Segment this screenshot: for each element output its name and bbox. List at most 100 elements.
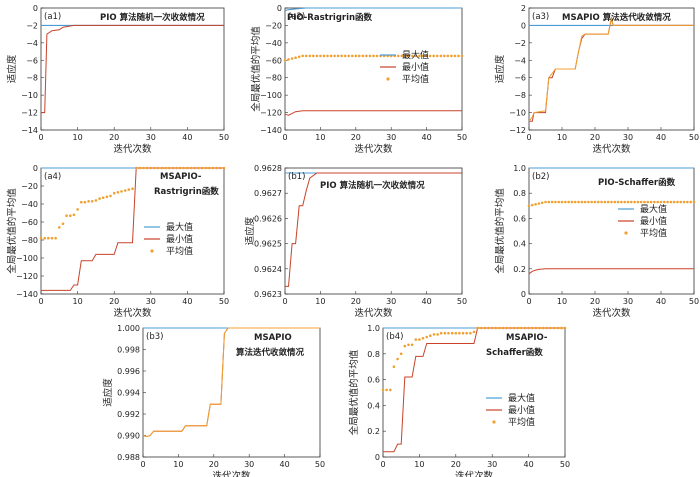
series-point-avg — [193, 166, 196, 170]
x-tick-label: 30 — [244, 460, 254, 469]
series-point-avg — [381, 388, 385, 392]
y-axis-label: 全局最优值的平均值 — [250, 26, 262, 112]
series-point-avg — [385, 388, 388, 392]
legend-swatch-avg — [624, 231, 628, 235]
y-tick-label: −10 — [509, 109, 526, 118]
chart-panel-5: 0 10 20 30 40 50 0.9623 0.9624 0.9625 0.9626 0.962… — [244, 164, 467, 319]
series-point-avg — [439, 54, 443, 58]
series-point-avg — [326, 54, 329, 58]
legend-label-min: 最小值 — [640, 215, 667, 227]
y-tick-label: −6 — [26, 56, 38, 65]
series-point-avg — [520, 326, 523, 330]
x-tick-label: 20 — [590, 133, 600, 142]
series-point-avg — [653, 200, 656, 204]
y-tick-label: −2 — [26, 21, 38, 30]
series-point-avg — [131, 187, 134, 190]
series-point-avg — [120, 190, 123, 193]
series-point-avg — [358, 54, 361, 58]
series-point-avg — [127, 188, 131, 191]
series-point-avg — [43, 236, 46, 240]
series-point-avg — [297, 55, 301, 59]
y-tick-label: 0.988 — [117, 453, 140, 462]
series-point-avg — [570, 200, 574, 204]
y-tick-label: −2 — [514, 39, 526, 48]
series-point-avg — [410, 343, 414, 347]
series-point-avg — [616, 200, 620, 204]
x-tick-label: 10 — [315, 133, 325, 142]
panel-tag: (a3) — [532, 12, 549, 22]
y-tick-label: 0.998 — [117, 346, 140, 355]
x-tick-label: 50 — [219, 297, 229, 306]
x-tick-label: 40 — [182, 297, 192, 306]
x-tick-label: 10 — [315, 297, 325, 306]
series-point-avg — [354, 54, 358, 58]
x-tick-label: 30 — [623, 133, 633, 142]
y-tick-label: 0.990 — [117, 432, 140, 441]
series-point-avg — [447, 331, 450, 335]
series-point-avg — [461, 331, 465, 335]
y-tick-label: −4 — [26, 39, 38, 48]
x-tick-label: 0 — [38, 297, 43, 306]
series-point-avg — [563, 326, 567, 330]
series-point-avg — [564, 200, 567, 204]
x-tick-label: 20 — [351, 133, 361, 142]
series-point-avg — [450, 54, 453, 58]
series-point-avg — [666, 200, 669, 204]
series-point-avg — [498, 326, 501, 330]
series-point-avg — [171, 166, 175, 170]
series-point-avg — [400, 54, 404, 58]
series-point-avg — [149, 166, 153, 170]
panel-title: PIO-Schaffer函数 — [598, 177, 676, 188]
legend-label-avg: 平均值 — [640, 227, 667, 239]
series-point-avg — [483, 326, 487, 330]
series-point-avg — [556, 326, 559, 330]
series-point-avg — [646, 200, 650, 204]
series-point-avg — [361, 54, 365, 58]
legend-label-min: 最小值 — [508, 404, 535, 416]
series-point-avg — [432, 333, 436, 336]
series-line-min — [528, 268, 694, 275]
y-tick-label: −20 — [21, 182, 38, 191]
panel-title: PIO-Rastrigrin函数 — [287, 12, 373, 23]
series-point-avg — [676, 200, 679, 204]
series-point-avg — [544, 200, 547, 204]
y-tick-label: 1.000 — [117, 324, 140, 333]
series-point-avg — [329, 54, 333, 58]
panel-title-line2: Schaffer函数 — [486, 347, 543, 358]
series-point-avg — [54, 236, 57, 240]
series-point-avg — [153, 166, 156, 170]
x-tick-label: 40 — [422, 297, 432, 306]
series-line-avg — [142, 327, 320, 438]
y-tick-label: 1.0 — [367, 324, 380, 333]
series-line-avg — [528, 16, 694, 122]
series-point-avg — [425, 335, 429, 339]
y-tick-label: −120 — [260, 109, 282, 118]
panel-title: PIO 算法随机一次收敛情况 — [100, 12, 205, 23]
series-point-avg — [454, 331, 458, 335]
series-point-avg — [472, 330, 476, 334]
series-point-avg — [375, 54, 379, 58]
series-point-avg — [429, 334, 432, 338]
series-point-avg — [87, 200, 90, 203]
series-point-avg — [679, 200, 683, 204]
series-point-avg — [301, 54, 305, 58]
x-tick-label: 0 — [282, 133, 287, 142]
series-point-avg — [197, 166, 200, 170]
series-point-avg — [597, 200, 600, 204]
x-tick-label: 50 — [457, 297, 467, 306]
chart-panel-4: 0 10 20 30 40 50 −140 −120 −100 −80 −60 −40 −20 0 迭代次数… — [6, 164, 229, 319]
x-axis-label: 迭代次数 — [354, 143, 393, 155]
series-point-avg — [672, 200, 676, 204]
y-tick-label: −8 — [514, 91, 526, 100]
legend-label-avg: 平均值 — [402, 73, 429, 85]
series-point-avg — [315, 54, 319, 58]
series-point-avg — [215, 166, 218, 170]
series-point-avg — [167, 166, 171, 170]
series-point-avg — [61, 222, 65, 226]
y-tick-label: 0 — [33, 164, 38, 173]
series-point-avg — [567, 200, 570, 204]
series-point-avg — [189, 166, 193, 170]
series-point-avg — [351, 54, 354, 58]
series-point-avg — [494, 326, 498, 330]
